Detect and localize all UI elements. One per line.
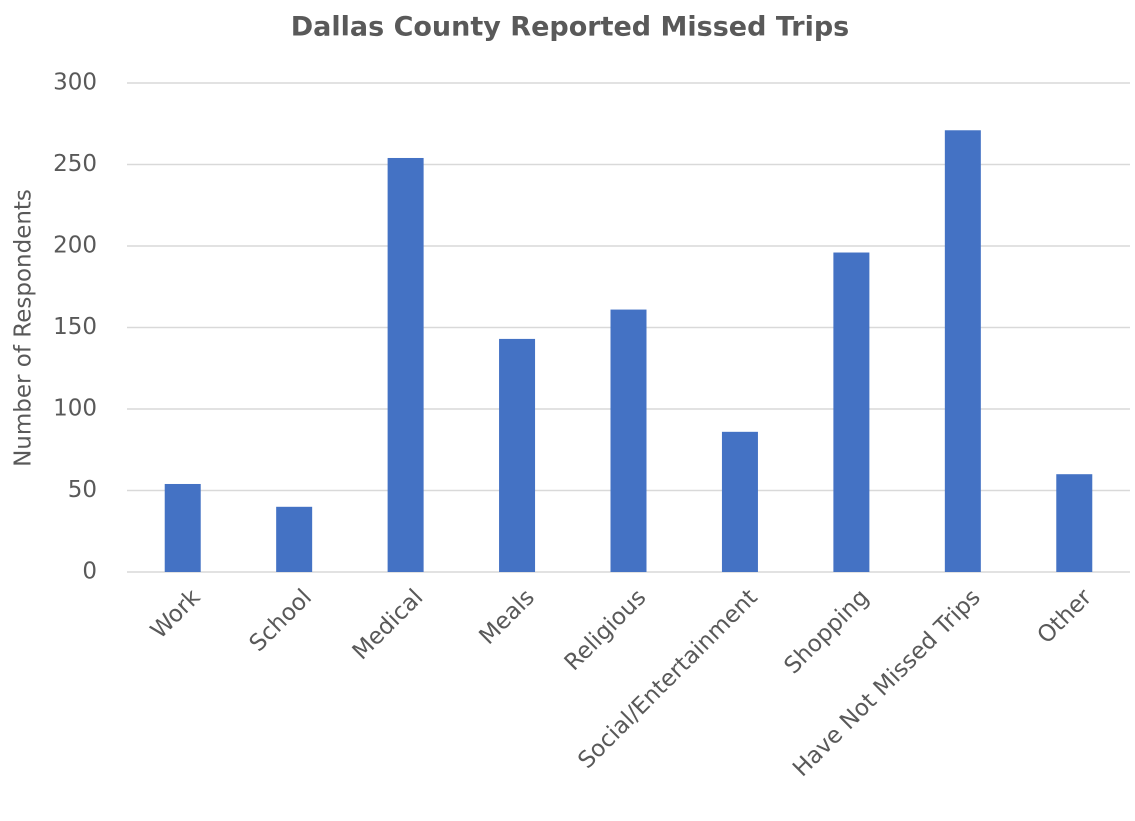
x-tick-label: Medical [348,584,429,665]
y-tick-label: 100 [53,396,97,422]
x-tick-label: Social/Entertainment [573,584,762,773]
bar [721,431,758,572]
bar [610,309,647,572]
bar [499,338,536,572]
x-tick-label: Meals [475,584,540,649]
x-tick-label: Religious [560,584,652,676]
bar [164,483,201,572]
y-tick-label: 300 [53,70,97,96]
y-tick-label: 200 [53,233,97,259]
bar [944,130,981,572]
y-axis-label: Number of Respondents [11,189,37,467]
y-tick-label: 50 [68,477,97,503]
x-tick-label: Shopping [779,584,874,679]
bar [833,252,870,572]
bar [1056,474,1093,572]
y-tick-label: 250 [53,151,97,177]
x-tick-label: Work [146,584,206,644]
x-tick-label: Have Not Missed Trips [788,584,986,782]
bar [387,157,424,573]
x-tick-label: School [245,584,317,656]
y-tick-label: 150 [53,314,97,340]
x-tick-label: Other [1033,584,1098,649]
y-tick-label: 0 [82,559,97,585]
chart-title: Dallas County Reported Missed Trips [291,12,850,43]
bar [276,506,313,572]
